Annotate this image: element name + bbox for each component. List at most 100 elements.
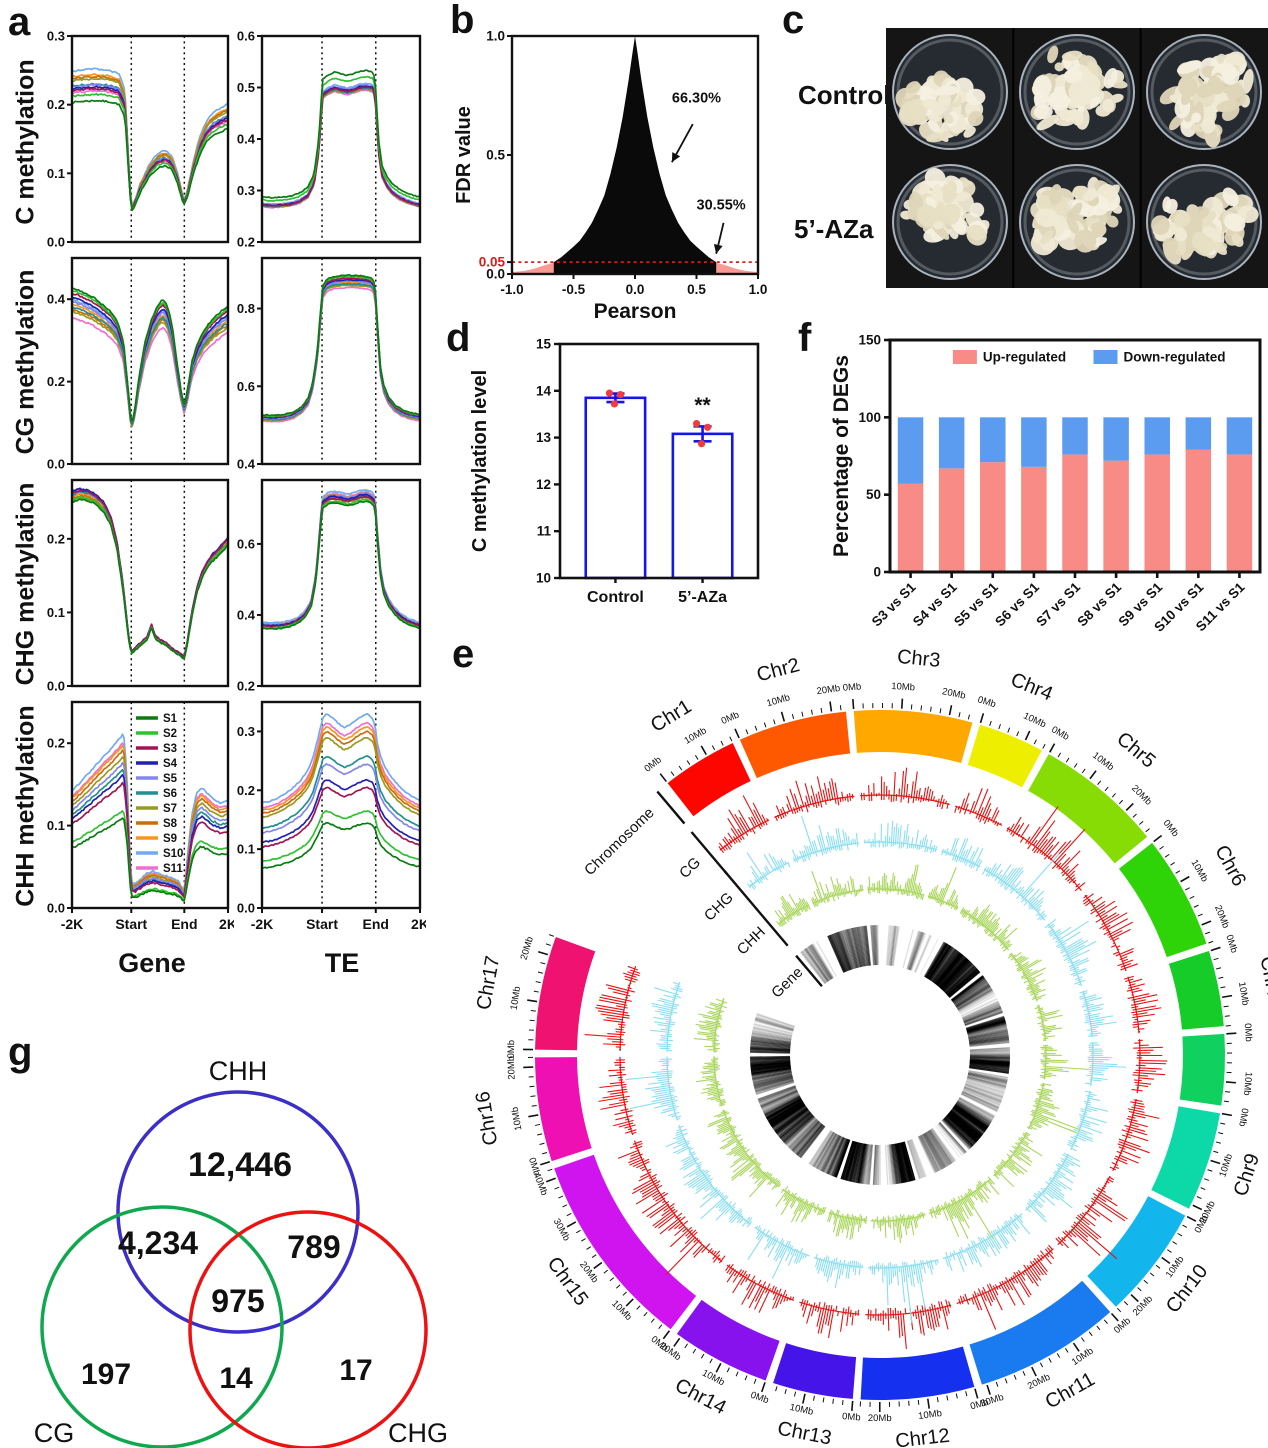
y-tick-label: 50 — [866, 487, 881, 502]
a-chg-gene-svg: 0.0 0.1 0.2 — [47, 478, 230, 694]
callus-blob — [1242, 68, 1254, 94]
y-tick-label: 100 — [858, 410, 881, 425]
venn-circle-CHH — [116, 1090, 360, 1334]
y-tick-label: 0.0 — [237, 901, 255, 916]
series-S5 — [261, 762, 421, 835]
bar-up-S9 vs S1 — [1144, 454, 1170, 572]
circos-tick-label: 10Mb — [1090, 750, 1116, 773]
legend-label-Down-regulated: Down-regulated — [1124, 350, 1226, 365]
series-S4 — [71, 773, 229, 896]
significance-marker: ** — [694, 394, 711, 417]
callus-blob — [1191, 231, 1206, 250]
x-tick-label: Start — [306, 916, 338, 932]
series-S1 — [72, 287, 229, 423]
y-tick-label: 11 — [537, 524, 552, 539]
plot-border — [70, 256, 230, 466]
y-tick-label: 0.2 — [237, 679, 255, 694]
y-tick-label: 0.4 — [237, 607, 256, 622]
venn-value-chh-cg: 4,234 — [118, 1225, 198, 1261]
series-S2 — [71, 495, 229, 660]
series-S11 — [71, 316, 229, 428]
legend-swatch-Up-regulated — [952, 350, 977, 364]
callus-blob — [1047, 45, 1059, 64]
series-S3 — [261, 277, 421, 418]
venn-set-label-CHG: CHG — [388, 1418, 448, 1448]
circos-tick-label: 20Mb — [941, 686, 966, 702]
bar-up-S5 vs S1 — [980, 462, 1006, 572]
callus-blob — [935, 85, 959, 97]
legend-label-S9: S9 — [163, 833, 177, 845]
series-S4 — [71, 85, 229, 209]
legend-label-Up-regulated: Up-regulated — [983, 350, 1066, 365]
y-tick-label: 0 — [873, 565, 881, 580]
circos-tick-label: 0Mb — [969, 1397, 990, 1413]
callus-blob — [1176, 60, 1201, 75]
plot-border — [260, 256, 422, 466]
legend-label-S11: S11 — [163, 863, 183, 875]
circos-tick-label: 0Mb — [720, 709, 741, 727]
annotation-text: 66.30% — [672, 91, 721, 107]
bar-down-S5 vs S1 — [980, 417, 1006, 463]
bar-5’-AZa — [671, 432, 734, 580]
series-S6 — [261, 494, 421, 628]
callus-blob — [1091, 222, 1107, 236]
series-S5 — [261, 280, 421, 420]
x-tick-label: -2K — [251, 916, 274, 932]
venn-circle-CHG — [188, 1210, 428, 1448]
y-tick-label: 0.6 — [237, 379, 255, 394]
series-S9 — [261, 491, 421, 626]
series-S7 — [261, 284, 420, 422]
bar-down-S8 vs S1 — [1103, 417, 1129, 461]
callus-blob — [968, 111, 984, 127]
y-tick-label: 0.0 — [47, 901, 65, 916]
series-S3 — [261, 85, 421, 207]
panel-label-e: e — [452, 632, 475, 676]
callus-blob — [1054, 62, 1065, 72]
callus-blob — [1067, 217, 1079, 234]
callus-blob — [927, 119, 941, 133]
circos-tick-label: 30Mb — [551, 1217, 572, 1243]
callus-blob — [1173, 211, 1191, 228]
y-tick-label: 0.1 — [47, 605, 65, 620]
circos-tick-label: 20Mb — [1212, 904, 1231, 930]
series-S4 — [261, 278, 421, 419]
series-S4 — [261, 85, 421, 207]
series-S1 — [261, 273, 420, 417]
y-tick-label: 0.2 — [237, 235, 255, 250]
y-tick-label: 0.3 — [237, 183, 255, 198]
callus-blob — [1162, 237, 1179, 253]
series-S8 — [262, 283, 421, 421]
category-label: S7 vs S1 — [1033, 579, 1083, 629]
venn-set-label-CHH: CHH — [209, 1056, 268, 1086]
circos-tick-label: 10Mb — [1070, 1346, 1096, 1368]
y-tick-label: 10 — [536, 571, 551, 586]
callus-blob — [1106, 215, 1119, 228]
bar-up-S10 vs S1 — [1185, 449, 1212, 572]
chromosome-label-Chr8: Chr8 — [1266, 1050, 1268, 1094]
category-label: Control — [587, 589, 644, 606]
legend-label-S7: S7 — [163, 803, 177, 815]
circos-tick-label: 0Mb — [842, 681, 861, 693]
circos-tick-label: 20Mb — [816, 683, 841, 697]
plot-border — [260, 34, 422, 244]
legend-label-S5: S5 — [163, 773, 178, 785]
y-tick-label: 12 — [536, 477, 551, 492]
bar-down-S7 vs S1 — [1062, 417, 1088, 455]
series-S8 — [262, 493, 421, 627]
y-axis-label: FDR value — [454, 106, 475, 204]
bar-up-S6 vs S1 — [1021, 466, 1047, 572]
callus-blob — [1035, 208, 1059, 228]
chromosome-label-Chr3: Chr3 — [896, 648, 941, 672]
chart-chh-methylation-gene: 0.0 0.1 0.2 -2K Start End 2K S1 S2 S3 S4 S5 S6 S7 S8 S9… — [36, 696, 234, 944]
chart-c-methylation-te: 0.2 0.3 0.4 0.5 0.6 — [226, 30, 426, 250]
y-tick-label: 150 — [858, 333, 881, 348]
bar-down-S6 vs S1 — [1021, 417, 1047, 467]
y-axis-label: C methylation level — [469, 370, 491, 552]
chart-chh-methylation-te: 0.0 0.1 0.2 0.3 -2K Start End 2K — [226, 696, 426, 944]
annotation-text: 30.55% — [697, 198, 746, 214]
a-cg-gene-svg: 0.0 0.2 0.4 — [47, 256, 230, 472]
callus-blob — [1231, 233, 1244, 247]
y-tick-label: 0.4 — [237, 132, 256, 147]
